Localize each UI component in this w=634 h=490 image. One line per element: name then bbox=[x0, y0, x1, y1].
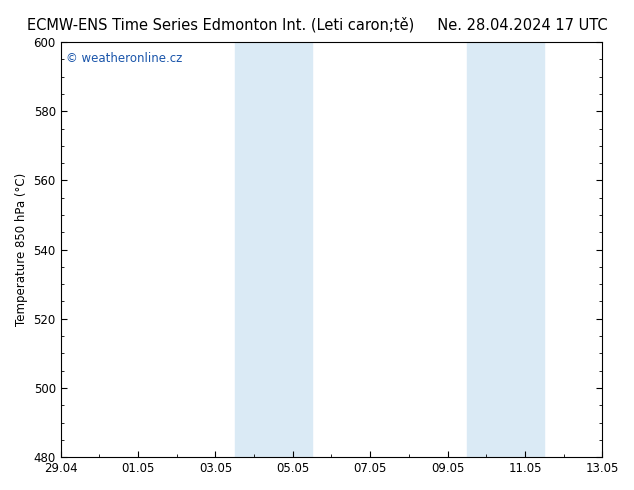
Text: © weatheronline.cz: © weatheronline.cz bbox=[66, 52, 183, 66]
Text: ECMW-ENS Time Series Edmonton Int. (Leti caron;tě)     Ne. 28.04.2024 17 UTC: ECMW-ENS Time Series Edmonton Int. (Leti… bbox=[27, 17, 607, 33]
Y-axis label: Temperature 850 hPa (°C): Temperature 850 hPa (°C) bbox=[15, 173, 28, 326]
Bar bbox=[467, 42, 544, 457]
Bar bbox=[235, 42, 312, 457]
